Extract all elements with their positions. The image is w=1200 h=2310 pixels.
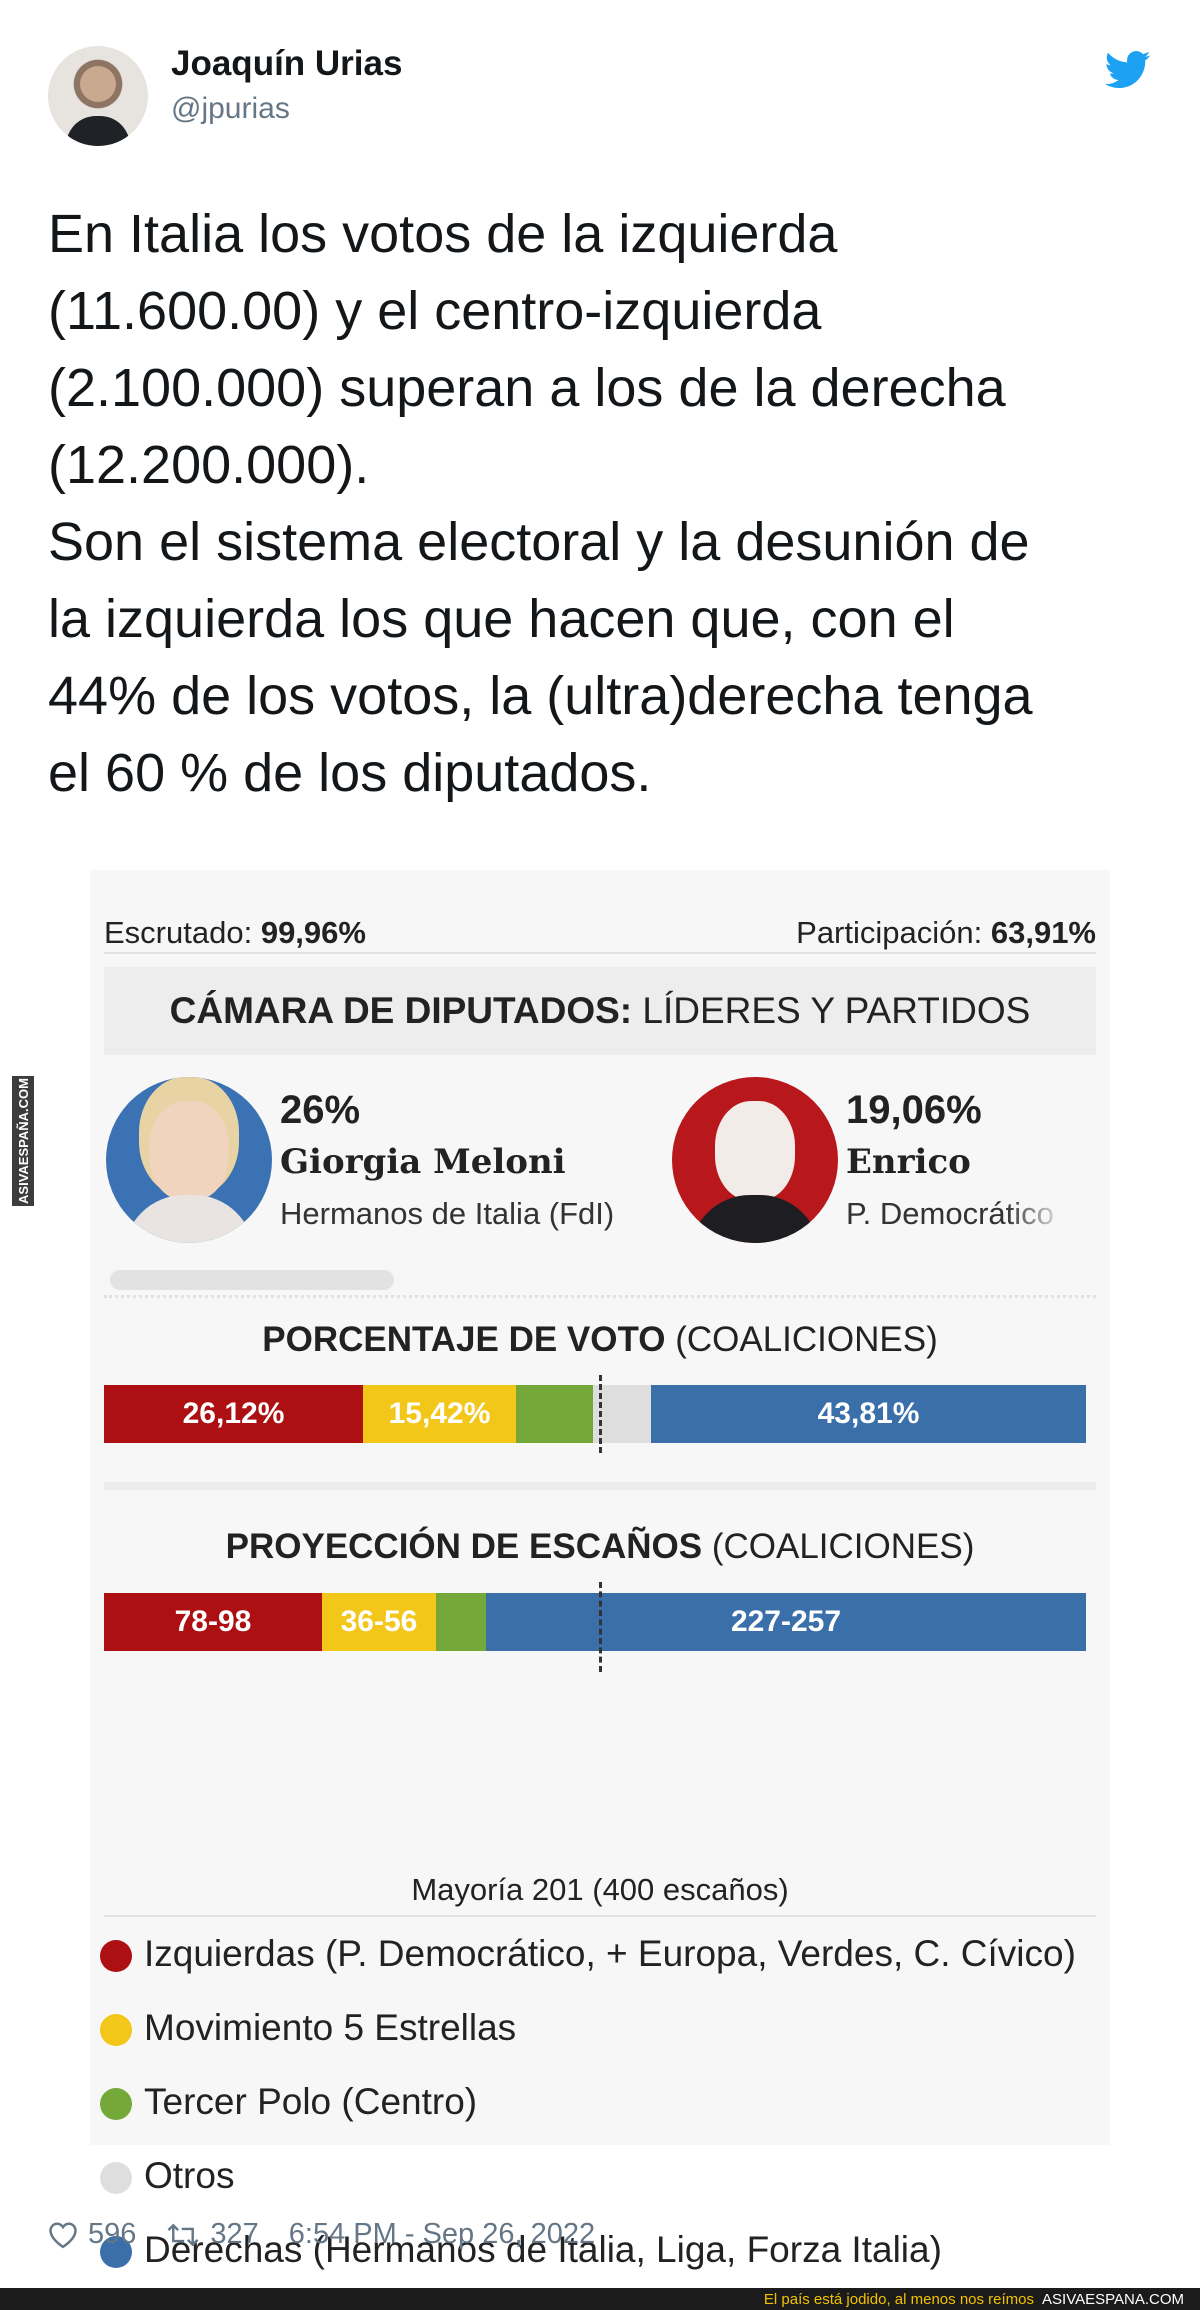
site-tagline: El país está jodido, al menos nos reímos [763, 2290, 1035, 2308]
leader-party-letta: P. Democrático [846, 1196, 1054, 1231]
legend-swatch [100, 2014, 132, 2046]
election-infographic[interactable]: Escrutado: 99,96% Participación: 63,91% … [90, 870, 1110, 2270]
legend-item: Tercer Polo (Centro) [100, 2078, 1090, 2126]
tweet-timestamp[interactable]: 6:54 PM - Sep 26, 2022 [288, 2218, 596, 2250]
legend-swatch [100, 2088, 132, 2120]
leader-party-meloni: Hermanos de Italia (FdI) [280, 1196, 615, 1231]
author-avatar[interactable] [48, 46, 148, 146]
like-button[interactable]: 596 [48, 2218, 136, 2251]
chamber-heading-strong: CÁMARA DE DIPUTADOS: [169, 990, 633, 1031]
site-name[interactable]: ASIVAESPANA.COM [1042, 2290, 1184, 2308]
leader-pct-meloni: 26% [280, 1088, 361, 1132]
legend-swatch [100, 2162, 132, 2194]
seat-projection-heading: PROYECCIÓN DE ESCAÑOS (COALICIONES) [104, 1527, 1096, 1567]
legend-item: Otros [100, 2152, 1090, 2200]
retweet-count: 327 [210, 2218, 259, 2250]
scrutiny-value: 99,96% [260, 915, 366, 950]
seats-bar-segment-2 [436, 1593, 486, 1651]
turnout-value: 63,91% [990, 915, 1096, 950]
seats-bar-segment-0: 78-98 [104, 1593, 322, 1651]
divider [104, 1295, 1096, 1298]
legend-item: Movimiento 5 Estrellas [100, 2004, 1090, 2052]
majority-line [599, 1375, 602, 1453]
vote-bar-segment-1: 15,42% [363, 1385, 516, 1443]
turnout-readout: Participación: 63,91% [796, 915, 1096, 951]
legend-swatch [100, 1940, 132, 1972]
seat-projection-bar: 78-98 36-56 227-257 [104, 1593, 1096, 1651]
vote-bar-segment-2 [516, 1385, 593, 1443]
site-footer-bar: El país está jodido, al menos nos reímos… [0, 2288, 1200, 2310]
coalition-legend: Izquierdas (P. Democrático, + Europa, Ve… [100, 1930, 1090, 2300]
vote-heading-rest: (COALICIONES) [675, 1320, 938, 1359]
seats-bar-segment-1: 36-56 [322, 1593, 436, 1651]
vote-bar-segment-3 [593, 1385, 651, 1443]
legend-label: Derechas (Hermanos de Italia, Liga, Forz… [144, 2229, 942, 2270]
vote-bar-segment-0: 26,12% [104, 1385, 363, 1443]
legend-item: Izquierdas (P. Democrático, + Europa, Ve… [100, 1930, 1090, 1978]
scrutiny-readout: Escrutado: 99,96% [104, 915, 366, 951]
leader-name-meloni: Giorgia Meloni [280, 1142, 566, 1182]
legend-item: Derechas (Hermanos de Italia, Liga, Forz… [100, 2226, 1090, 2274]
leader-party-letta-clip: P. Democrático [846, 1194, 1066, 1236]
legend-label: Movimiento 5 Estrellas [144, 2007, 517, 2048]
chamber-heading-rest: LÍDERES Y PARTIDOS [642, 990, 1031, 1031]
seats-heading-strong: PROYECCIÓN DE ESCAÑOS [225, 1527, 703, 1566]
carousel-scrollbar[interactable] [110, 1270, 394, 1290]
author-handle[interactable]: @jpurias [171, 92, 290, 125]
leader-photo-letta [672, 1077, 838, 1243]
scrutiny-label: Escrutado: [104, 915, 253, 950]
legend-label: Tercer Polo (Centro) [144, 2081, 478, 2122]
retweet-button[interactable]: 327 [166, 2218, 259, 2251]
legend-label: Izquierdas (P. Democrático, + Europa, Ve… [144, 1933, 1076, 1974]
author-name[interactable]: Joaquín Urias [171, 44, 403, 83]
like-count: 596 [88, 2218, 137, 2250]
majority-line [599, 1582, 602, 1672]
vote-bar-segment-4: 43,81% [651, 1385, 1086, 1443]
leader-pct-letta: 19,06% [846, 1088, 982, 1132]
tweet-text: En Italia los votos de la izquierda (11.… [48, 204, 1033, 803]
site-watermark: ASIVAESPAÑA.COM [12, 1076, 34, 1206]
divider [104, 1482, 1096, 1490]
twitter-bird-icon[interactable] [1105, 50, 1151, 90]
divider [104, 1915, 1096, 1917]
legend-swatch [100, 2236, 132, 2268]
vote-share-heading: PORCENTAJE DE VOTO (COALICIONES) [104, 1320, 1096, 1360]
vote-heading-strong: PORCENTAJE DE VOTO [262, 1320, 666, 1359]
heart-icon [49, 2221, 77, 2248]
retweet-icon [167, 2223, 199, 2246]
majority-note: Mayoría 201 (400 escaños) [411, 1872, 789, 1907]
chamber-heading: CÁMARA DE DIPUTADOS: LÍDERES Y PARTIDOS [104, 967, 1096, 1055]
seats-heading-rest: (COALICIONES) [711, 1527, 975, 1566]
legend-label: Otros [144, 2155, 235, 2196]
leader-name-letta: Enrico Letta [846, 1142, 971, 1184]
turnout-label: Participación: [796, 915, 983, 950]
vote-share-bar: 26,12% 15,42% 43,81% [104, 1385, 1096, 1443]
leader-name-letta-clip: Enrico Letta [846, 1140, 1066, 1184]
seats-bar-segment-3: 227-257 [486, 1593, 1086, 1651]
leader-photo-meloni [106, 1077, 272, 1243]
tweet-stats: 596 327 6:54 PM - Sep 26, 2022 [48, 2218, 595, 2251]
divider [104, 952, 1096, 954]
